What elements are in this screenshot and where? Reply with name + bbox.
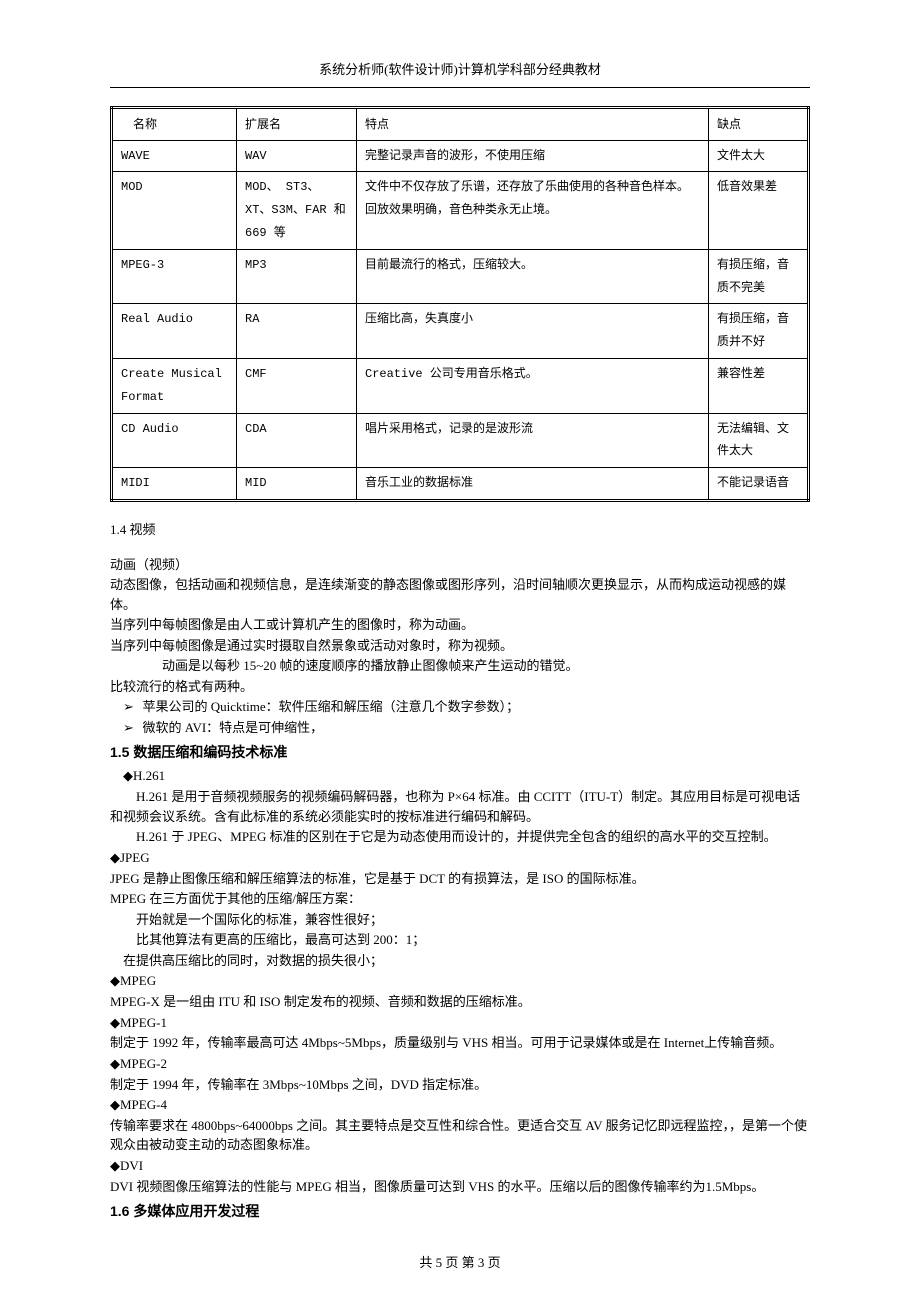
table-row: Create Musical Format CMF Creative 公司专用音…: [112, 358, 809, 413]
cell: 有损压缩，音质并不好: [709, 304, 809, 359]
cell: 音乐工业的数据标准: [357, 468, 709, 501]
para: 动态图像，包括动画和视频信息，是连续渐变的静态图像或图形序列，沿时间轴顺次更换显…: [110, 575, 810, 614]
para: 当序列中每帧图像是由人工或计算机产生的图像时，称为动画。: [110, 615, 810, 635]
sub-heading-mpeg1: ◆MPEG-1: [110, 1013, 810, 1034]
cell: MP3: [237, 249, 357, 304]
cell: MID: [237, 468, 357, 501]
th-ext: 扩展名: [237, 107, 357, 140]
table-row: Real Audio RA 压缩比高，失真度小 有损压缩，音质并不好: [112, 304, 809, 359]
cell: 兼容性差: [709, 358, 809, 413]
para: DVI 视频图像压缩算法的性能与 MPEG 相当，图像质量可达到 VHS 的水平…: [110, 1177, 810, 1197]
cell: 目前最流行的格式，压缩较大。: [357, 249, 709, 304]
cell: Real Audio: [112, 304, 237, 359]
cell: 低音效果差: [709, 172, 809, 249]
table-row: CD Audio CDA 唱片采用格式，记录的是波形流 无法编辑、文件太大: [112, 413, 809, 468]
th-con: 缺点: [709, 107, 809, 140]
para: 比其他算法有更高的压缩比，最高可达到 200：1；: [110, 930, 810, 950]
para: MPEG-X 是一组由 ITU 和 ISO 制定发布的视频、音频和数据的压缩标准…: [110, 992, 810, 1012]
cell: 完整记录声音的波形，不使用压缩: [357, 140, 709, 172]
para: JPEG 是静止图像压缩和解压缩算法的标准，它是基于 DCT 的有损算法，是 I…: [110, 869, 810, 889]
para: H.261 于 JPEG、MPEG 标准的区别在于它是为动态使用而设计的，并提供…: [110, 827, 810, 847]
cell: 压缩比高，失真度小: [357, 304, 709, 359]
cell: MOD、 ST3、 XT、S3M、FAR 和 669 等: [237, 172, 357, 249]
sub-heading-mpeg4: ◆MPEG-4: [110, 1095, 810, 1116]
bullet-item: 微软的 AVI：特点是可伸缩性，: [110, 718, 810, 738]
cell: CD Audio: [112, 413, 237, 468]
table-header-row: 名称 扩展名 特点 缺点: [112, 107, 809, 140]
heading-1-4: 1.4 视频: [110, 520, 810, 541]
para: 制定于 1992 年，传输率最高可达 4Mbps~5Mbps，质量级别与 VHS…: [110, 1033, 810, 1053]
para: 动画（视频）: [110, 555, 810, 575]
cell: 有损压缩，音质不完美: [709, 249, 809, 304]
cell: Creative 公司专用音乐格式。: [357, 358, 709, 413]
table-row: MIDI MID 音乐工业的数据标准 不能记录语音: [112, 468, 809, 501]
heading-1-6: 1.6 多媒体应用开发过程: [110, 1200, 810, 1222]
table-row: MPEG-3 MP3 目前最流行的格式，压缩较大。 有损压缩，音质不完美: [112, 249, 809, 304]
sub-heading-mpeg2: ◆MPEG-2: [110, 1054, 810, 1075]
para: 开始就是一个国际化的标准，兼容性很好；: [110, 910, 810, 930]
cell: MIDI: [112, 468, 237, 501]
page-footer: 共 5 页 第 3 页: [110, 1253, 810, 1274]
cell: RA: [237, 304, 357, 359]
table-row: WAVE WAV 完整记录声音的波形，不使用压缩 文件太大: [112, 140, 809, 172]
sub-heading-dvi: ◆DVI: [110, 1156, 810, 1177]
table-row: MOD MOD、 ST3、 XT、S3M、FAR 和 669 等 文件中不仅存放…: [112, 172, 809, 249]
para: 动画是以每秒 15~20 帧的速度顺序的播放静止图像帧来产生运动的错觉。: [110, 656, 810, 676]
cell: CDA: [237, 413, 357, 468]
cell: Create Musical Format: [112, 358, 237, 413]
sub-heading-h261: ◆H.261: [110, 766, 810, 788]
cell: CMF: [237, 358, 357, 413]
cell: 唱片采用格式，记录的是波形流: [357, 413, 709, 468]
cell: 无法编辑、文件太大: [709, 413, 809, 468]
para: 制定于 1994 年，传输率在 3Mbps~10Mbps 之间，DVD 指定标准…: [110, 1075, 810, 1095]
audio-format-table: 名称 扩展名 特点 缺点 WAVE WAV 完整记录声音的波形，不使用压缩 文件…: [110, 106, 810, 502]
para: MPEG 在三方面优于其他的压缩/解压方案：: [110, 889, 810, 909]
para: 当序列中每帧图像是通过实时摄取自然景象或活动对象时，称为视频。: [110, 636, 810, 656]
cell: MPEG-3: [112, 249, 237, 304]
header-divider: [110, 87, 810, 88]
cell: WAV: [237, 140, 357, 172]
sub-heading-mpeg: ◆MPEG: [110, 971, 810, 992]
bullet-item: 苹果公司的 Quicktime：软件压缩和解压缩（注意几个数字参数）；: [110, 697, 810, 717]
page-header-title: 系统分析师(软件设计师)计算机学科部分经典教材: [110, 60, 810, 81]
para: 传输率要求在 4800bps~64000bps 之间。其主要特点是交互性和综合性…: [110, 1116, 810, 1155]
cell: 文件太大: [709, 140, 809, 172]
cell: 不能记录语音: [709, 468, 809, 501]
para: 比较流行的格式有两种。: [110, 677, 810, 697]
cell: 文件中不仅存放了乐谱，还存放了乐曲使用的各种音色样本。回放效果明确，音色种类永无…: [357, 172, 709, 249]
cell: WAVE: [112, 140, 237, 172]
para: H.261 是用于音频视频服务的视频编码解码器，也称为 P×64 标准。由 CC…: [110, 787, 810, 826]
sub-heading-jpeg: ◆JPEG: [110, 848, 810, 869]
para: 在提供高压缩比的同时，对数据的损失很小；: [110, 951, 810, 971]
cell: MOD: [112, 172, 237, 249]
heading-1-5: 1.5 数据压缩和编码技术标准: [110, 741, 810, 763]
th-name: 名称: [112, 107, 237, 140]
th-feature: 特点: [357, 107, 709, 140]
